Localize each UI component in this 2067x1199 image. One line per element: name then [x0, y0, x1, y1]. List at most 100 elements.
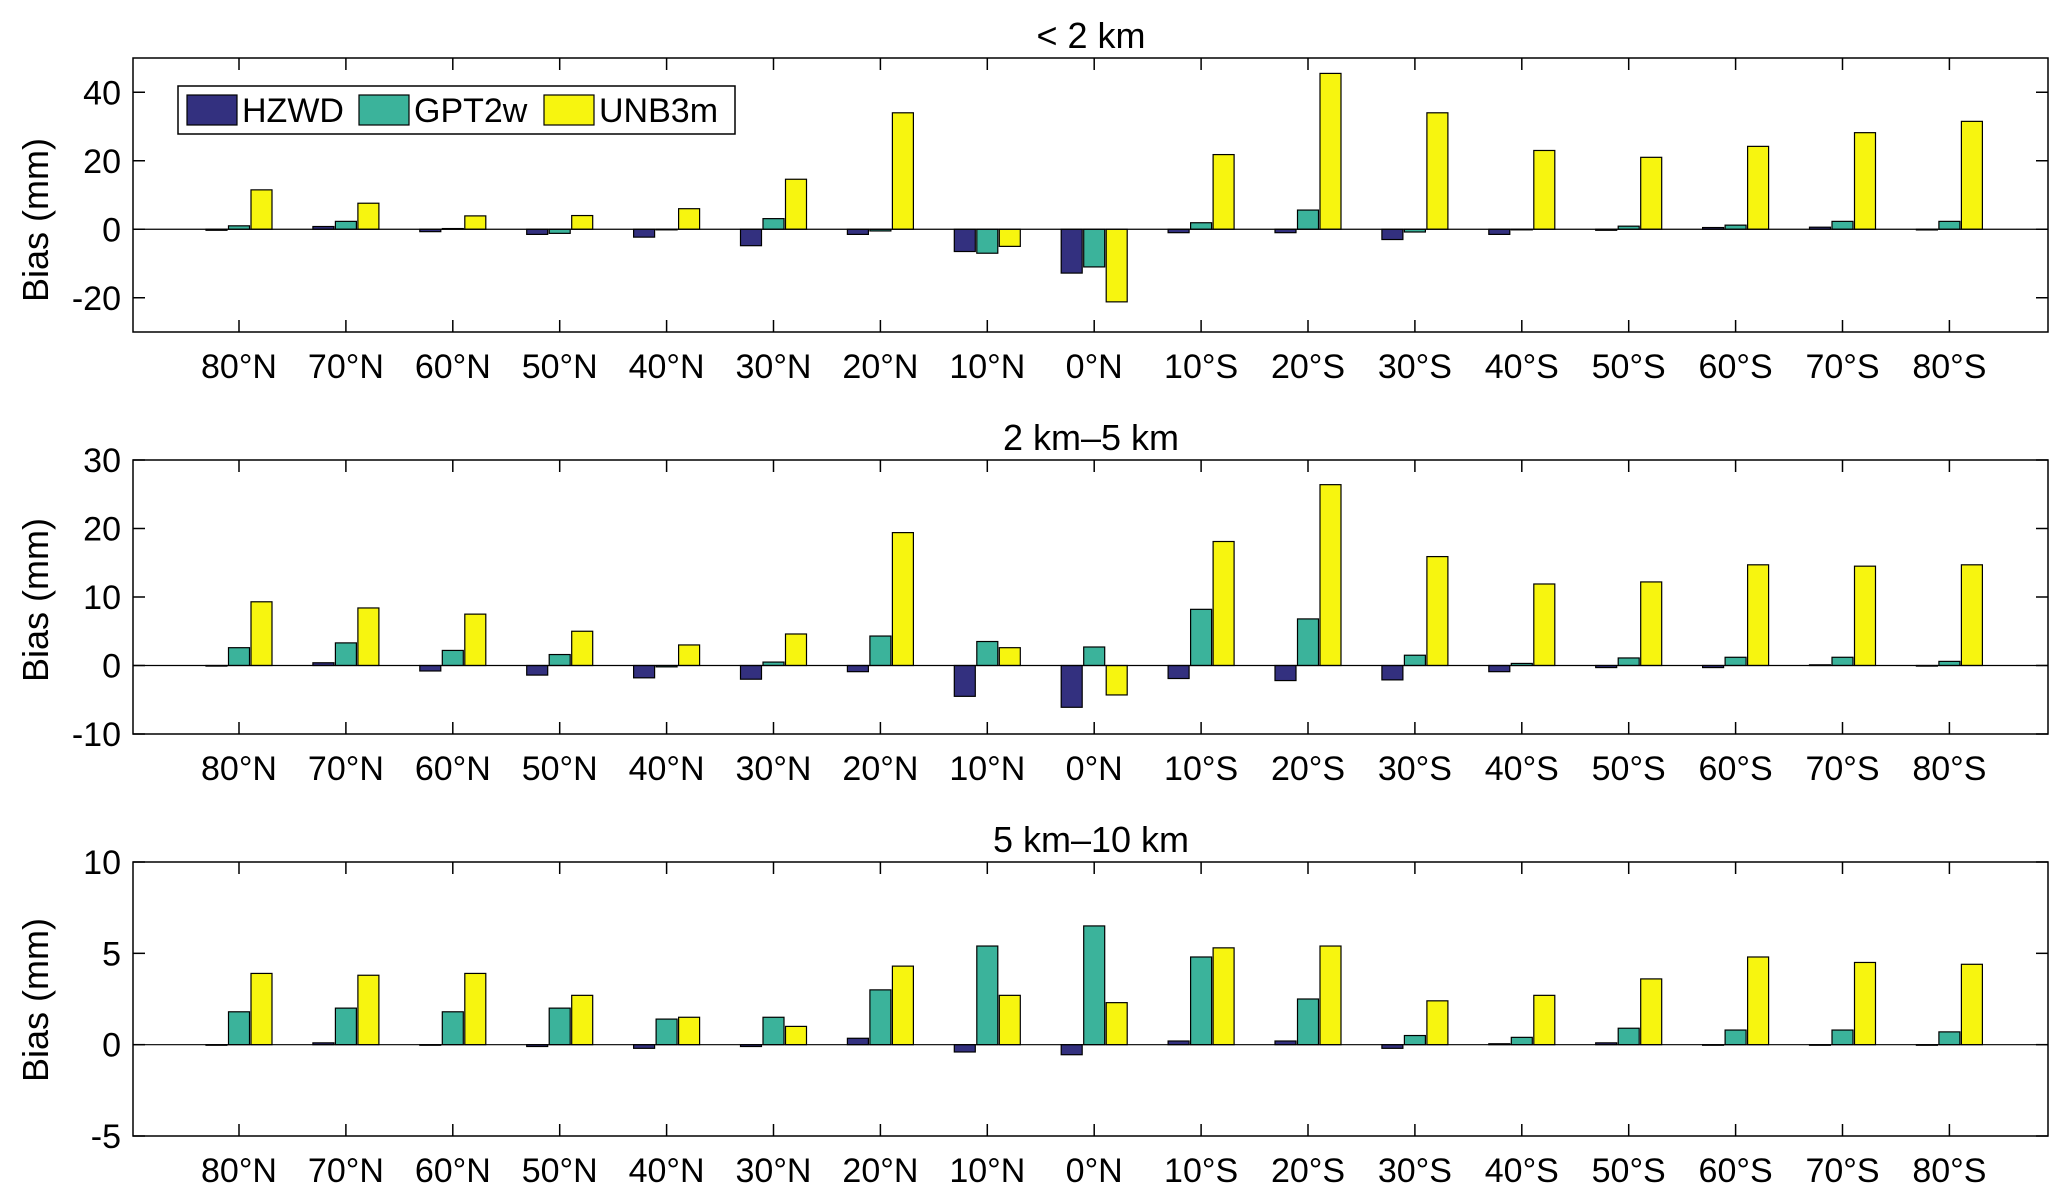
bar-unb3m-16 — [1960, 120, 1984, 230]
bar-hzwd-10 — [1274, 664, 1297, 682]
x-tick-label: 50°N — [522, 348, 598, 386]
bar-unb3m-14 — [1746, 564, 1770, 667]
legend: HZWD GPT2w UNB3m — [177, 85, 736, 135]
x-tick-label: 30°N — [736, 750, 812, 788]
panel-title: < 2 km — [1036, 15, 1145, 56]
x-tick-label: 80°S — [1912, 348, 1986, 386]
bar-hzwd-3 — [526, 228, 549, 235]
x-tick-label: 20°N — [842, 1152, 918, 1190]
x-tick-label: 70°N — [308, 750, 384, 788]
y-tick-label: 0 — [102, 648, 121, 686]
bar-gpt2w-3 — [548, 228, 571, 234]
legend-swatch-unb3m — [543, 94, 595, 126]
bar-unb3m-5 — [784, 178, 808, 230]
bar-unb3m-8 — [1105, 228, 1128, 303]
bar-unb3m-8 — [1105, 664, 1128, 696]
x-tick-label: 50°N — [522, 750, 598, 788]
bar-unb3m-15 — [1853, 132, 1877, 230]
bar-unb3m-15 — [1853, 961, 1877, 1046]
y-tick-label: 40 — [83, 74, 121, 112]
bar-gpt2w-14 — [1724, 1029, 1747, 1046]
legend-swatch-gpt2w — [358, 94, 410, 126]
x-tick-label: 20°S — [1271, 348, 1345, 386]
bar-unb3m-13 — [1640, 581, 1663, 667]
bar-gpt2w-10 — [1296, 618, 1320, 667]
bar-gpt2w-5 — [762, 218, 785, 230]
bar-hzwd-3 — [526, 664, 549, 676]
bar-hzwd-11 — [1381, 228, 1404, 241]
bar-gpt2w-3 — [548, 653, 571, 667]
x-tick-label: 20°N — [842, 750, 918, 788]
plot-frame — [132, 861, 2049, 1137]
bar-unb3m-9 — [1212, 540, 1235, 667]
x-tick-label: 60°N — [415, 348, 491, 386]
x-tick-label: 60°N — [415, 1152, 491, 1190]
x-tick-label: 60°S — [1699, 348, 1773, 386]
bar-gpt2w-1 — [334, 220, 357, 230]
x-tick-label: 30°N — [736, 348, 812, 386]
bar-gpt2w-3 — [548, 1007, 571, 1046]
legend-box — [177, 85, 736, 135]
x-tick-label: 70°S — [1805, 750, 1879, 788]
bar-gpt2w-8 — [1083, 925, 1106, 1046]
bar-unb3m-11 — [1426, 112, 1449, 230]
bar-hzwd-6 — [846, 228, 870, 235]
bar-hzwd-6 — [846, 1037, 870, 1046]
x-tick-label: 0°N — [1066, 348, 1123, 386]
bar-gpt2w-10 — [1296, 998, 1320, 1046]
x-tick-label: 10°N — [949, 750, 1025, 788]
plot-frame — [132, 57, 2049, 333]
bar-unb3m-0 — [250, 601, 273, 667]
bar-unb3m-2 — [464, 613, 487, 667]
bars-group — [205, 72, 1984, 303]
x-tick-label: 10°S — [1164, 750, 1238, 788]
x-tick-label: 70°N — [308, 1152, 384, 1190]
bar-gpt2w-4 — [655, 1018, 678, 1046]
bar-unb3m-11 — [1426, 1000, 1449, 1046]
bar-hzwd-8 — [1060, 664, 1083, 708]
x-tick-label: 30°N — [736, 1152, 812, 1190]
y-axis-label: Bias (mm) — [15, 918, 56, 1082]
bar-unb3m-13 — [1640, 978, 1663, 1046]
bar-gpt2w-8 — [1083, 228, 1106, 268]
x-tick-label: 50°N — [522, 1152, 598, 1190]
bar-unb3m-5 — [784, 1025, 808, 1046]
x-tick-label: 80°N — [201, 750, 277, 788]
bar-unb3m-9 — [1212, 153, 1235, 230]
bar-gpt2w-0 — [227, 647, 251, 667]
bar-unb3m-2 — [464, 215, 487, 230]
bars-group — [205, 484, 1984, 708]
bar-gpt2w-1 — [334, 1007, 357, 1046]
bar-unb3m-8 — [1105, 1002, 1128, 1046]
bar-unb3m-0 — [250, 189, 273, 230]
bar-gpt2w-11 — [1403, 654, 1427, 667]
bar-unb3m-14 — [1746, 145, 1770, 230]
bar-unb3m-6 — [891, 965, 915, 1046]
bar-gpt2w-0 — [227, 1011, 251, 1046]
bar-unb3m-3 — [571, 630, 594, 667]
y-tick-label: 20 — [83, 143, 121, 181]
x-tick-label: 70°S — [1805, 348, 1879, 386]
y-tick-label: 30 — [83, 442, 121, 480]
x-tick-label: 70°S — [1805, 1152, 1879, 1190]
x-tick-label: 80°N — [201, 1152, 277, 1190]
bar-unb3m-4 — [677, 208, 701, 230]
bar-gpt2w-16 — [1938, 660, 1961, 667]
x-tick-label: 50°S — [1592, 1152, 1666, 1190]
y-tick-label: 20 — [83, 511, 121, 549]
bar-unb3m-9 — [1212, 947, 1235, 1046]
bar-gpt2w-16 — [1938, 220, 1961, 230]
x-tick-label: 0°N — [1066, 1152, 1123, 1190]
bar-unb3m-4 — [677, 1016, 701, 1046]
bar-gpt2w-7 — [976, 945, 999, 1046]
x-tick-label: 80°N — [201, 348, 277, 386]
bar-gpt2w-6 — [869, 989, 892, 1046]
legend-label-unb3m: UNB3m — [599, 92, 718, 130]
bar-gpt2w-7 — [976, 640, 999, 667]
bar-hzwd-8 — [1060, 1044, 1083, 1056]
x-tick-label: 40°S — [1485, 750, 1559, 788]
bar-gpt2w-8 — [1083, 646, 1106, 667]
bar-hzwd-7 — [953, 1044, 976, 1053]
bar-gpt2w-6 — [869, 635, 892, 667]
x-tick-label: 20°S — [1271, 1152, 1345, 1190]
